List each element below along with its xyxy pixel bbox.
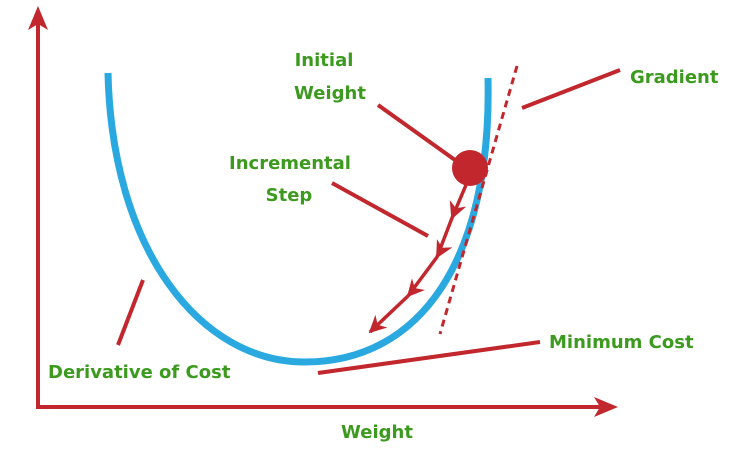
incremental-step-label-1: Incremental bbox=[229, 153, 351, 174]
incremental-step-label-2: Step bbox=[266, 185, 313, 206]
y-axis-arrowhead bbox=[28, 6, 48, 30]
gradient-label: Gradient bbox=[630, 67, 719, 88]
derivative-pointer bbox=[116, 279, 145, 346]
minimum-cost-label: Minimum Cost bbox=[549, 332, 694, 353]
incremental-step-pointer bbox=[331, 181, 429, 238]
initial-weight-pointer bbox=[376, 103, 457, 162]
initial-weight-point bbox=[452, 150, 488, 186]
cost-curve bbox=[104, 72, 492, 366]
x-axis-arrowhead bbox=[594, 397, 618, 417]
x-axis-label: Weight bbox=[341, 422, 413, 443]
gradient-pointer bbox=[521, 68, 621, 110]
minimum-cost-pointer bbox=[317, 340, 541, 375]
initial-weight-label-1: Initial bbox=[295, 50, 354, 71]
incremental-step-arrows bbox=[368, 184, 468, 334]
derivative-of-cost-label: Derivative of Cost bbox=[48, 362, 231, 383]
initial-weight-label-2: Weight bbox=[294, 83, 366, 104]
